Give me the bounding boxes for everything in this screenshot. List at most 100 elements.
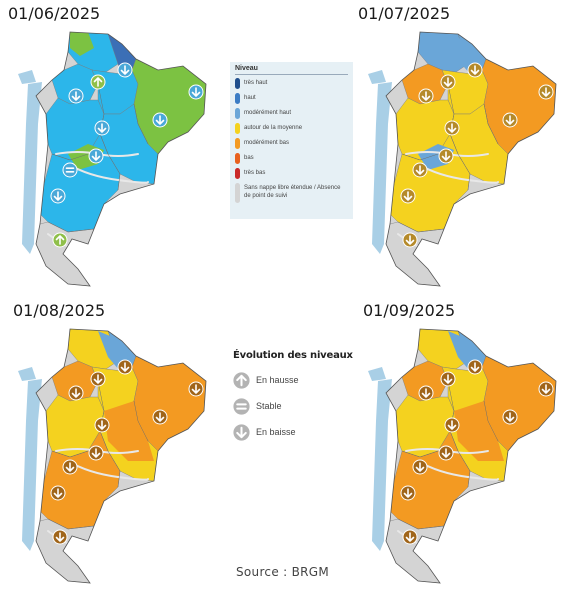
legend-label: modérément haut bbox=[244, 110, 292, 116]
legend-item: très haut bbox=[235, 78, 348, 89]
evolution-label: En baisse bbox=[256, 427, 296, 437]
region-outline bbox=[385, 31, 557, 287]
arrow-down-icon bbox=[62, 459, 78, 475]
arrow-down-icon bbox=[68, 88, 84, 104]
map-panel-june: 01/06/2025 bbox=[8, 4, 208, 287]
arrow-down-icon bbox=[68, 385, 84, 401]
sea-area bbox=[18, 70, 36, 84]
arrow-down-icon bbox=[50, 485, 66, 501]
legend-item: très bas bbox=[235, 168, 348, 179]
arrow-down-icon bbox=[400, 188, 416, 204]
arrow-down-icon bbox=[412, 162, 428, 178]
department-borders bbox=[397, 380, 499, 530]
department-borders bbox=[47, 380, 149, 530]
sea-area bbox=[368, 70, 386, 84]
groundwater-map bbox=[368, 31, 557, 287]
arrow-down-icon bbox=[117, 62, 133, 78]
region-outline bbox=[35, 328, 207, 584]
region-outline bbox=[385, 328, 557, 584]
level-legend: Niveau très haut haut modérément haut au… bbox=[230, 62, 353, 219]
legend-swatch bbox=[235, 78, 240, 89]
arrow-down-icon bbox=[402, 232, 418, 248]
aquifer-region bbox=[386, 221, 445, 286]
arrow-down-icon bbox=[444, 120, 460, 136]
arrow-down-icon bbox=[418, 385, 434, 401]
aquifer-region bbox=[36, 221, 95, 286]
legend-swatch bbox=[235, 183, 240, 203]
map-date: 01/06/2025 bbox=[8, 4, 101, 23]
evolution-legend: Évolution des niveaux En hausse Stable E… bbox=[233, 350, 363, 445]
legend-item: modérément haut bbox=[235, 108, 348, 119]
arrow-down-icon bbox=[538, 84, 554, 100]
arrow-down-icon bbox=[402, 529, 418, 545]
legend-swatch bbox=[235, 153, 240, 164]
arrow-up-icon bbox=[233, 371, 250, 389]
sea-area bbox=[372, 82, 392, 254]
arrow-down-icon bbox=[188, 84, 204, 100]
arrow-down-icon bbox=[50, 188, 66, 204]
legend-label: haut bbox=[244, 95, 256, 101]
legend-label: très bas bbox=[244, 170, 266, 176]
equal-icon bbox=[233, 397, 250, 415]
arrow-down-icon bbox=[538, 381, 554, 397]
map-panel-september: 01/09/2025 bbox=[358, 301, 558, 584]
sea-area bbox=[372, 379, 392, 551]
legend-label: très haut bbox=[244, 80, 268, 86]
legend-label: modérément bas bbox=[244, 140, 290, 146]
source-credit: Source : BRGM bbox=[236, 565, 330, 579]
sea-area bbox=[18, 367, 36, 381]
legend-item: haut bbox=[235, 93, 348, 104]
arrow-down-icon bbox=[52, 529, 68, 545]
aquifer-region bbox=[36, 518, 95, 583]
arrow-down-icon bbox=[502, 409, 518, 425]
department-borders bbox=[47, 83, 149, 233]
legend-label: Sans nappe libre étendue / Absence de po… bbox=[244, 185, 341, 199]
arrow-down-icon bbox=[502, 112, 518, 128]
legend-item: Sans nappe libre étendue / Absence de po… bbox=[235, 183, 348, 203]
evolution-item: En hausse bbox=[233, 367, 363, 393]
legend-title: Niveau bbox=[235, 65, 348, 75]
region-outline bbox=[35, 31, 207, 287]
legend-label: autour de la moyenne bbox=[244, 125, 303, 131]
arrow-down-icon bbox=[444, 417, 460, 433]
arrow-down-icon bbox=[117, 359, 133, 375]
aquifer-region bbox=[454, 401, 504, 461]
arrow-down-icon bbox=[94, 120, 110, 136]
groundwater-map bbox=[368, 328, 557, 584]
map-date: 01/08/2025 bbox=[13, 301, 106, 320]
arrow-down-icon bbox=[467, 359, 483, 375]
arrow-down-icon bbox=[438, 148, 454, 164]
map-panel-august: 01/08/2025 bbox=[8, 301, 208, 584]
evolution-label: Stable bbox=[256, 401, 282, 411]
arrow-up-icon bbox=[52, 232, 68, 248]
groundwater-map bbox=[18, 328, 207, 584]
aquifer-region bbox=[70, 32, 94, 56]
legend-label: bas bbox=[244, 155, 254, 161]
arrow-down-icon bbox=[418, 88, 434, 104]
arrow-down-icon bbox=[152, 409, 168, 425]
arrow-down-icon bbox=[440, 371, 456, 387]
arrow-down-icon bbox=[94, 417, 110, 433]
department-borders bbox=[397, 83, 499, 233]
evolution-item: Stable bbox=[233, 393, 363, 419]
arrow-down-icon bbox=[412, 459, 428, 475]
arrow-up-icon bbox=[90, 74, 106, 90]
legend-item: modérément bas bbox=[235, 138, 348, 149]
sea-area bbox=[22, 82, 42, 254]
arrow-down-icon bbox=[188, 381, 204, 397]
arrow-down-icon bbox=[152, 112, 168, 128]
sea-area bbox=[22, 379, 42, 551]
map-panel-july: 01/07/2025 bbox=[358, 4, 558, 287]
legend-item: bas bbox=[235, 153, 348, 164]
arrow-down-icon bbox=[233, 423, 250, 441]
arrow-down-icon bbox=[440, 74, 456, 90]
legend-swatch bbox=[235, 93, 240, 104]
arrow-down-icon bbox=[88, 148, 104, 164]
sea-area bbox=[368, 367, 386, 381]
legend-swatch bbox=[235, 108, 240, 119]
arrow-down-icon bbox=[88, 445, 104, 461]
evolution-item: En baisse bbox=[233, 419, 363, 445]
legend-item: autour de la moyenne bbox=[235, 123, 348, 134]
aquifer-region bbox=[104, 401, 154, 461]
groundwater-map bbox=[18, 31, 207, 287]
